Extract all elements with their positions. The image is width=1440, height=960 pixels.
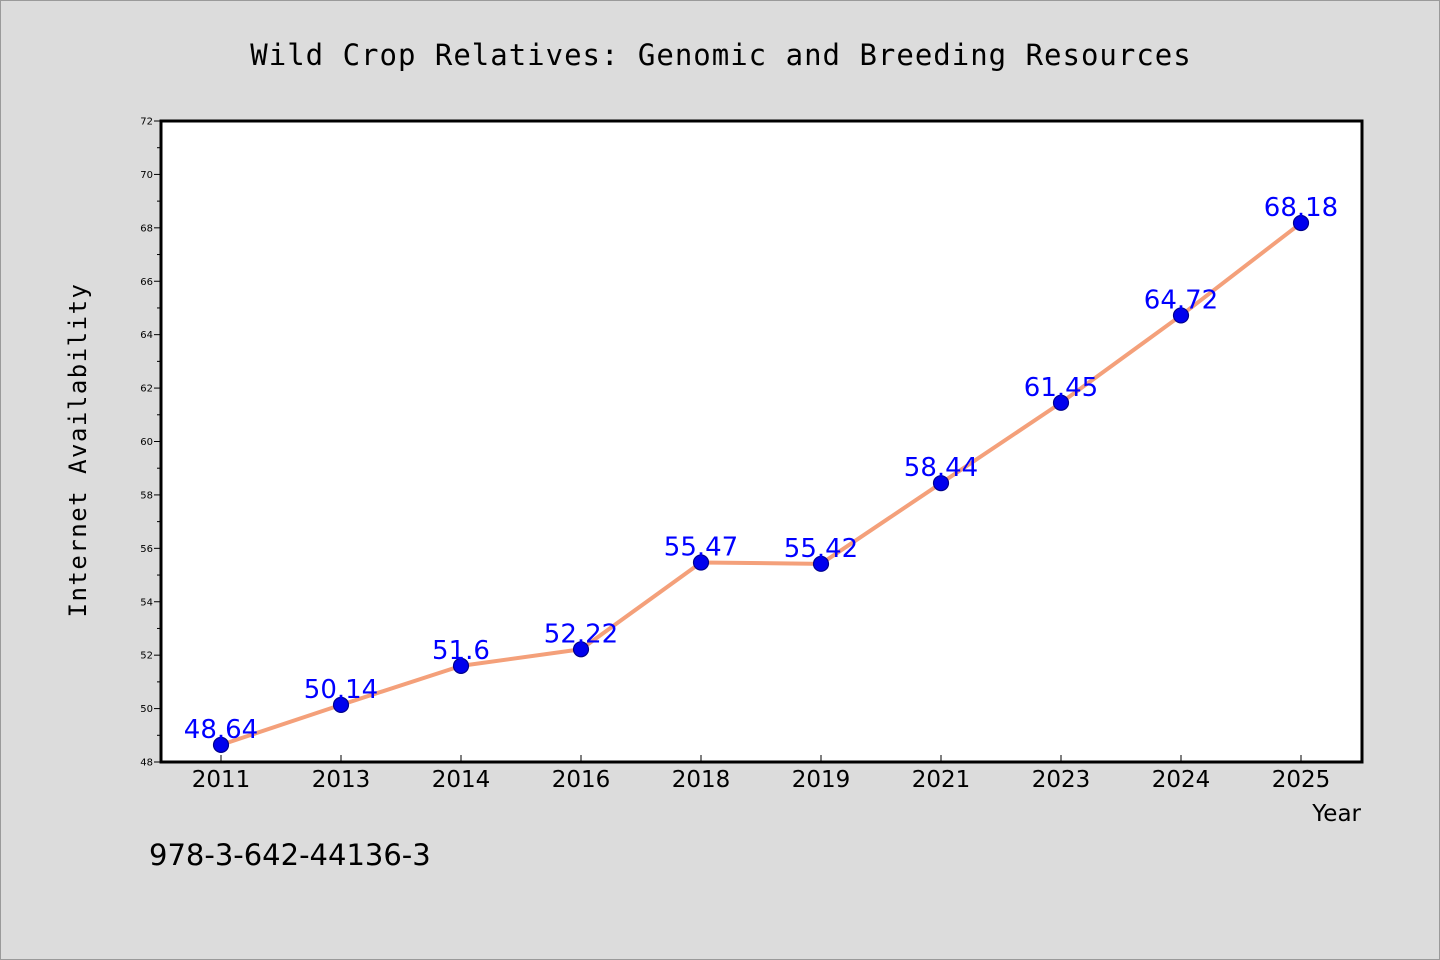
y-tick-label: 52 — [140, 651, 153, 662]
chart-title: Wild Crop Relatives: Genomic and Breedin… — [250, 38, 1191, 72]
y-tick-label: 56 — [140, 544, 153, 555]
data-point — [812, 555, 830, 572]
y-tick-label: 60 — [140, 437, 153, 448]
data-point — [1292, 214, 1310, 232]
y-tick-label: 68 — [140, 223, 153, 234]
y-tick-label: 70 — [140, 170, 153, 181]
x-tick-label: 2025 — [1272, 767, 1331, 793]
x-tick-label: 2011 — [192, 767, 251, 793]
data-label: 58.44 — [904, 453, 978, 483]
series-layer: 48.64 50.14 51.6 52.22 55.47 55.42 58.44 61.45 6… — [184, 193, 1338, 754]
x-tick-label: 2014 — [432, 767, 491, 793]
data-point — [452, 657, 470, 674]
x-tick-label: 2016 — [552, 767, 611, 793]
data-label: 64.72 — [1144, 285, 1218, 315]
x-tick-label: 2013 — [312, 767, 371, 793]
data-label: 55.47 — [664, 532, 738, 562]
y-tick-label: 54 — [140, 597, 153, 608]
data-label: 52.22 — [544, 619, 618, 649]
data-point — [932, 475, 950, 492]
y-axis-label: Internet Availability — [64, 283, 92, 618]
data-point — [572, 641, 590, 658]
x-tick-label: 2021 — [912, 767, 971, 793]
x-tick-label: 2023 — [1032, 767, 1091, 793]
x-tick-label: 2018 — [672, 767, 731, 793]
isbn-text: 978-3-642-44136-3 — [149, 838, 431, 872]
x-tick-label: 2024 — [1152, 767, 1211, 793]
y-tick-label: 50 — [140, 704, 153, 715]
plot-area — [159, 119, 1364, 764]
y-tick-label: 58 — [140, 490, 153, 501]
y-tick-label: 62 — [140, 384, 153, 395]
x-axis: 2011 2013 2014 2016 2018 2019 2021 2023 2024 2025 — [192, 755, 1331, 793]
data-label: 51.6 — [432, 636, 490, 666]
y-tick-label: 64 — [140, 330, 153, 341]
series-line — [219, 221, 1303, 747]
data-point — [1052, 394, 1070, 411]
data-label: 48.64 — [184, 715, 258, 745]
data-point — [212, 736, 230, 754]
y-axis: 48 50 52 54 56 58 60 62 64 66 68 70 72 — [140, 117, 161, 769]
data-point — [332, 696, 350, 713]
data-point — [1172, 307, 1190, 324]
data-label: 68.18 — [1264, 193, 1338, 223]
y-tick-label: 48 — [140, 758, 153, 769]
data-label: 61.45 — [1024, 373, 1098, 403]
data-label: 50.14 — [304, 675, 378, 705]
x-tick-label: 2019 — [792, 767, 851, 793]
y-tick-label: 66 — [140, 277, 153, 288]
x-axis-label: Year — [1311, 801, 1361, 827]
y-tick-label: 72 — [140, 117, 153, 128]
data-label: 55.42 — [784, 534, 858, 564]
data-point — [692, 554, 710, 571]
